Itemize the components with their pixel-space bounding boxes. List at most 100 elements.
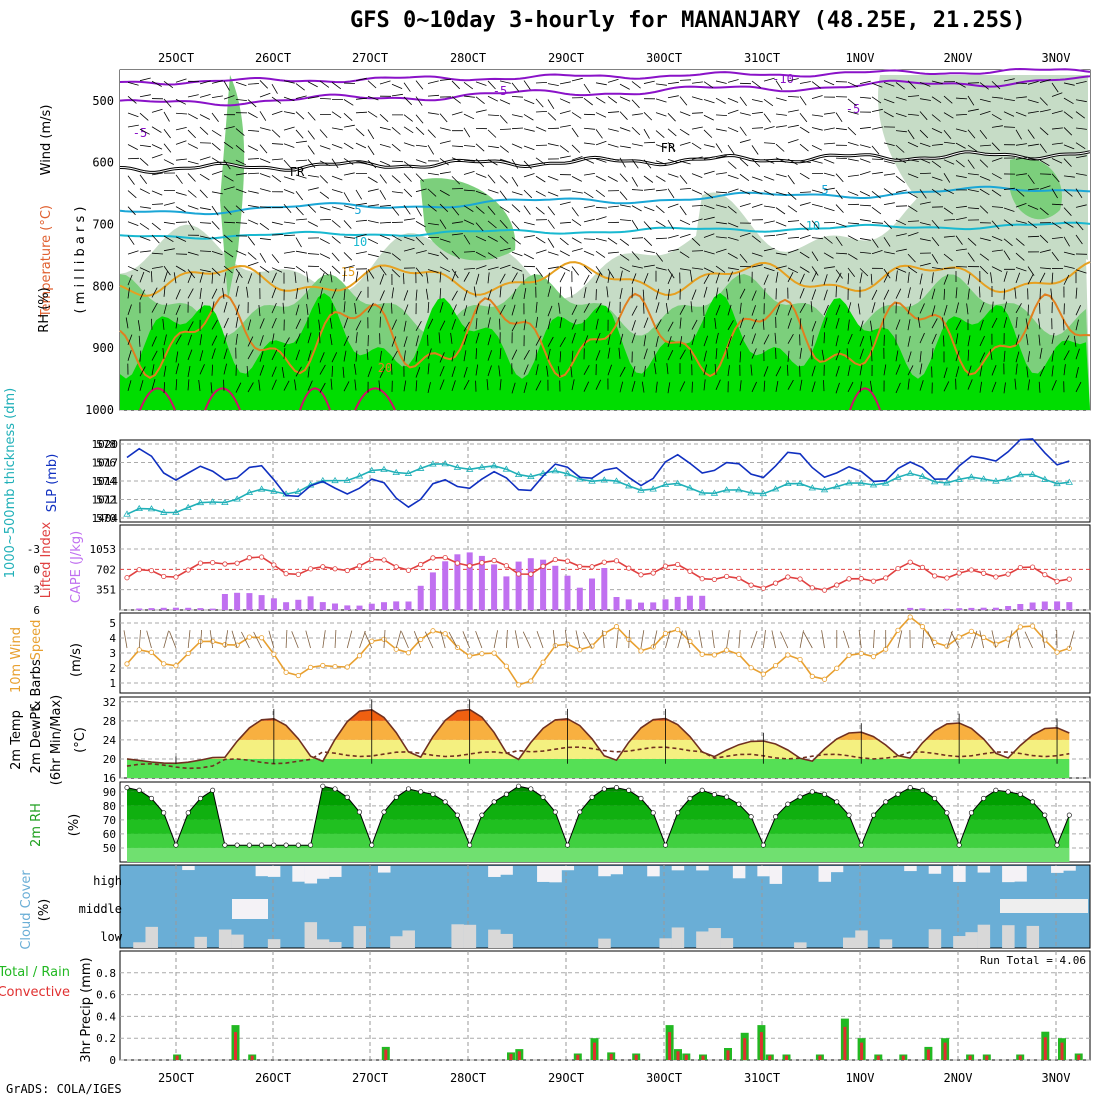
- wind10-barb: [771, 630, 776, 649]
- wind-barb: [271, 287, 277, 299]
- wind-barb: [859, 381, 863, 393]
- wind-barb: [811, 335, 814, 347]
- wind10-barb: [462, 631, 471, 649]
- wind-barb: [751, 145, 759, 155]
- wind-barb: [847, 365, 851, 377]
- wind-barb: [391, 287, 394, 299]
- wind-barb: [931, 96, 942, 104]
- wind-barb: [847, 141, 859, 146]
- rh-point: [589, 794, 595, 800]
- cape-bar: [956, 608, 963, 610]
- wind-barb: [726, 348, 729, 360]
- wind-barb: [655, 189, 667, 192]
- precip-conv-bar: [1043, 1037, 1047, 1060]
- wind-barb: [425, 288, 429, 300]
- cape-bar: [1066, 602, 1073, 610]
- precip-conv-bar: [509, 1053, 513, 1060]
- lifted-index-line-point: [283, 571, 289, 577]
- rh-point: [173, 842, 179, 848]
- wind-barb: [751, 80, 762, 89]
- wind-barb: [283, 204, 292, 213]
- wind-barb: [979, 144, 992, 147]
- wind-barb: [558, 302, 561, 314]
- wind-barb: [823, 317, 828, 329]
- wind-barb: [487, 159, 498, 166]
- cloud-high-gap: [769, 866, 783, 884]
- wind-speed-line-point: [858, 650, 864, 657]
- cloud-high-gap: [488, 866, 501, 877]
- precip-conv-bar: [968, 1055, 972, 1060]
- wind-barb: [1015, 334, 1020, 346]
- upper-ytick: 700: [92, 218, 114, 232]
- wind10-barb: [209, 630, 214, 649]
- wind-barb: [775, 233, 787, 236]
- wind-barb: [1051, 350, 1054, 362]
- wind-barb: [991, 220, 1000, 230]
- cloud-low-gap: [696, 931, 709, 948]
- wind-barb: [355, 111, 368, 114]
- wind-barb: [703, 304, 705, 317]
- temp-tick: 16: [103, 772, 116, 785]
- wind-barb: [1063, 82, 1075, 86]
- wind-speed-line-point: [295, 672, 301, 679]
- wind-barb: [607, 157, 619, 161]
- wind-barb: [511, 251, 523, 257]
- wind-barb: [1063, 319, 1065, 331]
- rh-point: [528, 786, 534, 792]
- date-label-top: 2NOV: [944, 51, 973, 65]
- wind-barb: [799, 143, 809, 152]
- wind-barb: [547, 348, 551, 360]
- wind-speed-line-point: [956, 634, 962, 640]
- wind-barb: [559, 125, 571, 128]
- wind-barb: [583, 142, 595, 145]
- wind-barb: [739, 232, 751, 237]
- lifted-index-line-point: [809, 585, 815, 591]
- wind-barb: [991, 266, 1003, 272]
- wind-barb: [931, 188, 942, 196]
- wind-barb: [450, 332, 453, 344]
- wind-barb: [1003, 382, 1006, 394]
- wind-barb: [883, 82, 895, 87]
- wind-barb: [175, 174, 183, 184]
- lifted-index-line-point: [124, 575, 130, 581]
- lifted-index-line-point: [883, 575, 889, 581]
- wind-barb: [751, 348, 757, 359]
- wind-barb: [703, 114, 714, 121]
- wind-barb: [355, 234, 367, 238]
- wind-barb: [871, 158, 884, 160]
- wind-barb: [919, 142, 931, 147]
- wind-speed-line-point: [699, 651, 705, 657]
- cloud-level-label: low: [100, 930, 122, 944]
- wind10-barb: [253, 631, 262, 649]
- wind-barb: [595, 350, 601, 361]
- wind-barb: [487, 220, 497, 229]
- lifted-index-line-point: [687, 568, 693, 574]
- wind-barb: [1003, 219, 1014, 227]
- precip-tick: 0.4: [96, 1010, 116, 1023]
- wind-barb: [643, 80, 655, 84]
- rh-tick: 80: [103, 800, 116, 813]
- wind-barb: [1039, 347, 1043, 359]
- rh-point: [259, 842, 265, 848]
- cloud-low-gap: [953, 936, 966, 948]
- cloud-high-gap: [537, 866, 550, 882]
- wind-barb: [787, 78, 799, 82]
- wind-barb: [173, 272, 177, 284]
- wind-barb: [763, 77, 775, 82]
- wind-barb: [187, 251, 199, 256]
- wind-barb: [943, 95, 953, 104]
- wind-barb: [343, 172, 355, 176]
- wind-barb: [1027, 351, 1030, 363]
- wind-barb: [727, 222, 739, 228]
- wind-barb: [679, 128, 690, 136]
- thickness-line-point: [527, 472, 535, 480]
- wind-barb: [847, 302, 852, 314]
- wind-barb: [366, 270, 369, 282]
- wind-barb: [907, 141, 919, 148]
- wind-barb: [211, 272, 214, 284]
- wind-speed-line-point: [344, 664, 350, 670]
- wind-barb: [919, 158, 931, 164]
- cape-label-li: Lifted Index: [39, 521, 54, 598]
- wind-barb: [175, 289, 181, 300]
- wind-barb: [775, 143, 785, 152]
